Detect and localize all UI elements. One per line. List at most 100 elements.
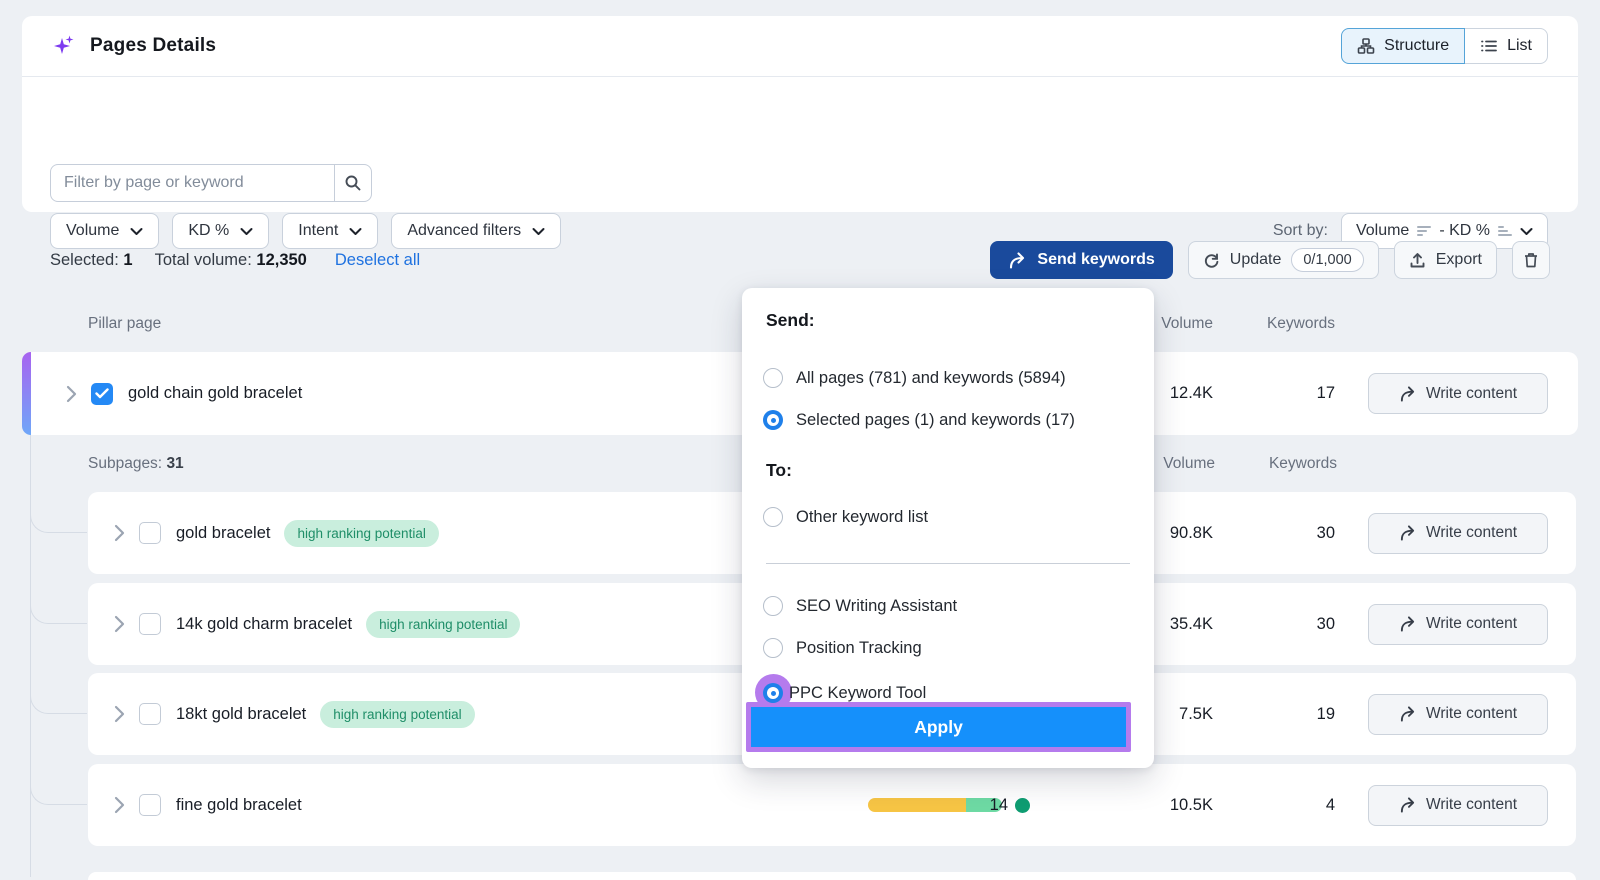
chevron-right-icon[interactable] [114,615,125,633]
row-checkbox[interactable] [139,794,161,816]
chevron-right-icon[interactable] [66,385,77,403]
popup-divider [766,563,1130,564]
row-checkbox[interactable] [139,613,161,635]
send-keywords-popup: Send: All pages (781) and keywords (5894… [742,288,1154,768]
write-content-label: Write content [1425,524,1518,541]
filter-volume[interactable]: Volume [50,213,160,249]
send-arrow-icon [1399,525,1416,541]
selection-bar-actions: Send keywords Update 0/1,000 Export [990,241,1550,279]
filter-advanced-label: Advanced filters [407,222,522,239]
filter-intent-label: Intent [298,222,339,239]
table-row-subpage[interactable]: 18kt gold bracelet high ranking potentia… [88,673,1576,755]
toggle-list[interactable]: List [1465,28,1548,64]
deselect-all-link[interactable]: Deselect all [334,250,421,269]
write-content-button[interactable]: Write content [1368,603,1548,645]
volume-value: 12.4K [1169,384,1213,402]
sort-secondary-label: - KD % [1439,222,1490,239]
export-button[interactable]: Export [1393,241,1497,279]
radio-unchecked-icon[interactable] [763,638,783,658]
option-seo-writing-assistant[interactable]: SEO Writing Assistant [763,594,957,618]
radio-checked-icon[interactable] [763,683,783,703]
chevron-right-icon[interactable] [114,705,125,723]
chevron-down-icon [130,227,143,236]
apply-button[interactable]: Apply [751,707,1126,747]
intent-bar-yellow-segment [868,798,966,812]
send-keywords-button[interactable]: Send keywords [990,241,1173,279]
selected-count-text: Selected: 1 [50,250,133,269]
table-header-main: Pillar page Volume Keywords [22,298,1578,350]
update-button[interactable]: Update 0/1,000 [1187,241,1379,279]
option-selected-pages[interactable]: Selected pages (1) and keywords (17) [763,408,1075,432]
sort-asc-icon [1498,225,1512,237]
filter-kd-label: KD % [188,222,230,239]
option-ppc-keyword-tool[interactable]: PPC Keyword Tool [763,681,926,705]
volume-value: 10.5K [1169,795,1213,814]
sparkles-icon [52,33,78,59]
write-content-button[interactable]: Write content [1368,693,1548,735]
page-title: Pages Details [90,35,217,56]
page-name: fine gold bracelet [176,795,302,814]
volume-value: 35.4K [1169,614,1213,633]
filter-kd[interactable]: KD % [172,213,270,249]
search-icon [344,174,362,192]
row-checkbox[interactable] [139,522,161,544]
export-label: Export [1435,251,1482,268]
sort-desc-icon [1417,225,1432,237]
radio-checked-icon[interactable] [763,410,783,430]
filter-area: Volume KD % Intent Advanced filters [22,77,1578,249]
search-wrap [50,164,372,202]
option-other-keyword-list[interactable]: Other keyword list [763,505,928,529]
radio-unchecked-icon[interactable] [763,368,783,388]
write-content-button[interactable]: Write content [1368,512,1548,554]
volume-value: 90.8K [1169,523,1213,542]
delete-button[interactable] [1512,241,1550,279]
chevron-down-icon [532,227,545,236]
send-keywords-label: Send keywords [1037,251,1155,268]
view-toggle: Structure List [1341,28,1548,64]
send-arrow-icon [1399,385,1416,402]
radio-unchecked-icon[interactable] [763,507,783,527]
pages-details-panel: Pages Details Structure [22,16,1578,249]
option-label: SEO Writing Assistant [796,596,958,615]
intent-bar-green-segment [965,798,1002,812]
selection-bar: Selected: 1 Total volume: 12,350 Deselec… [22,237,1578,283]
chevron-down-icon [1520,227,1533,236]
update-quota-badge: 0/1,000 [1291,248,1364,272]
radio-unchecked-icon[interactable] [763,596,783,616]
filter-intent[interactable]: Intent [282,213,379,249]
search-button[interactable] [334,164,372,202]
send-arrow-icon [1399,797,1416,813]
table-row-subpage[interactable]: fine gold bracelet 14 10.5K 4 Write cont… [88,764,1576,846]
keywords-value: 19 [1316,704,1335,723]
chevron-right-icon[interactable] [114,524,125,542]
option-position-tracking[interactable]: Position Tracking [763,636,922,660]
structure-icon [1357,37,1375,55]
kd-dot-icon [1015,797,1030,813]
kd-indicator: 14 [990,796,1030,815]
page-name: gold bracelet [176,523,271,542]
sort-by-label: Sort by: [1272,222,1328,239]
filter-advanced[interactable]: Advanced filters [391,213,562,249]
row-checkbox-checked[interactable] [91,382,113,405]
keywords-value: 30 [1316,614,1335,633]
filter-pills: Volume KD % Intent Advanced filters [50,213,562,249]
send-arrow-icon [1399,706,1416,722]
search-input[interactable] [50,164,335,202]
export-icon [1409,252,1426,269]
total-volume-text: Total volume: 12,350 [154,250,307,269]
write-content-button[interactable]: Write content [1368,784,1548,826]
keywords-header: Keywords [1268,455,1337,472]
chevron-right-icon[interactable] [114,796,125,814]
write-content-label: Write content [1425,615,1518,632]
annotation-highlight-border: Apply [746,702,1131,752]
option-all-pages[interactable]: All pages (781) and keywords (5894) [763,366,1066,390]
send-heading: Send: [766,310,815,330]
write-content-label: Write content [1425,384,1518,402]
refresh-icon [1203,252,1220,269]
write-content-button[interactable]: Write content [1368,373,1548,414]
table-header-subpages: Subpages: 31 Volume Keywords [22,438,1578,490]
toggle-structure[interactable]: Structure [1341,28,1466,64]
row-checkbox[interactable] [139,703,161,725]
sort-primary-label: Volume [1355,222,1410,239]
volume-header: Volume [1161,315,1213,332]
